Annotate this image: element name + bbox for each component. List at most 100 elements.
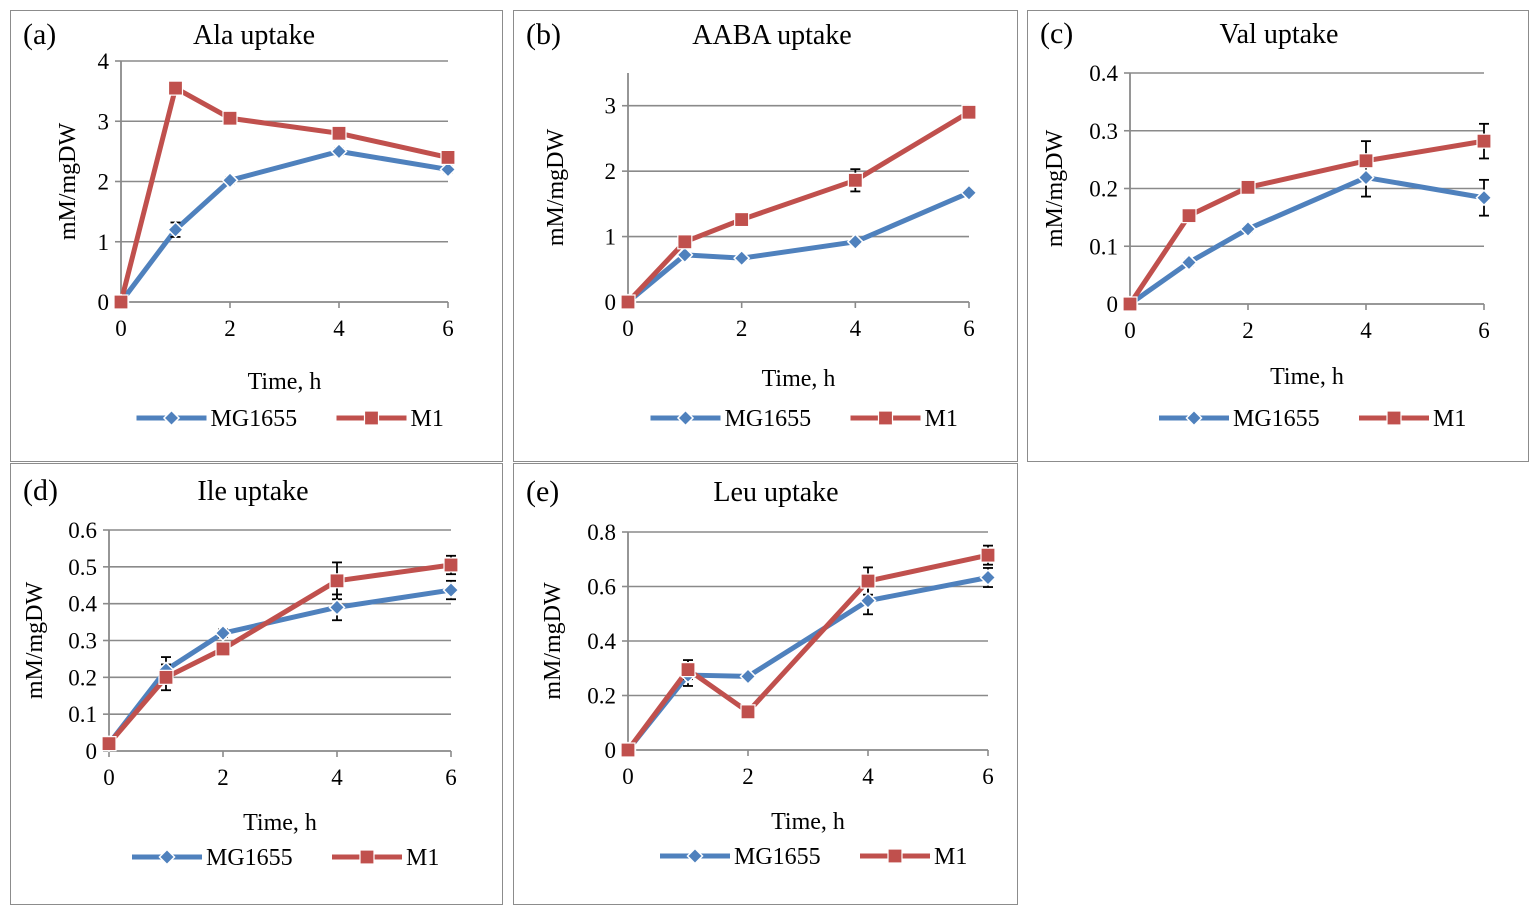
data-point-m1 — [113, 294, 129, 310]
legend-marker — [877, 410, 894, 426]
y-tick-label: 0.6 — [68, 518, 97, 543]
data-point-m1 — [1240, 179, 1256, 195]
legend-marker — [887, 848, 903, 864]
y-tick-label: 0.1 — [68, 702, 97, 727]
data-point-mg1655 — [1357, 168, 1375, 187]
x-tick-label: 4 — [862, 764, 874, 789]
y-axis-label: mM/mgDW — [543, 128, 569, 246]
chart-panel-leu: (e) Leu uptake 0 0.2 0.4 0.6 0.8 0 2 4 6 Time, h mM/… — [513, 463, 1018, 905]
x-tick-label: 6 — [963, 316, 975, 341]
data-point-m1 — [329, 573, 345, 589]
data-point-m1 — [440, 149, 456, 165]
x-tick-label: 6 — [442, 316, 454, 341]
chart-svg: (a) Ala uptake 0 1 2 3 4 0 2 4 6 Time, h mM/mgDW MG16… — [23, 18, 457, 432]
chart-panel-aaba: (b) AABA uptake 0 1 2 3 0 2 4 6 Time, h mM/mgDW MG16… — [513, 10, 1018, 462]
x-tick-label: 2 — [742, 764, 754, 789]
y-tick-label: 0.4 — [1089, 61, 1118, 86]
x-tick-label: 0 — [103, 765, 115, 790]
x-tick-label: 4 — [331, 765, 343, 790]
legend-item-m1: M1 — [1359, 406, 1466, 432]
data-point-m1 — [620, 294, 636, 310]
legend-label: M1 — [925, 406, 958, 432]
legend-item-m1: M1 — [860, 844, 967, 870]
x-tick-label: 6 — [982, 764, 994, 789]
chart-title: Ile uptake — [197, 476, 308, 507]
data-point-mg1655 — [979, 568, 997, 587]
x-tick-label: 2 — [217, 765, 229, 790]
legend-marker — [162, 409, 181, 427]
legend-label: M1 — [406, 845, 439, 871]
y-tick-label: 0 — [1107, 292, 1119, 317]
legend-label: MG1655 — [211, 406, 298, 432]
x-axis-label: Time, h — [243, 810, 317, 836]
y-tick-label: 0.3 — [68, 629, 97, 654]
y-axis-label: mM/mgDW — [55, 122, 81, 240]
chart-title: Ala uptake — [193, 20, 315, 51]
data-point-mg1655 — [439, 160, 457, 179]
x-axis-label: Time, h — [762, 366, 836, 392]
legend-label: MG1655 — [1233, 406, 1320, 432]
chart-svg: (c) Val uptake 0 0.1 0.2 0.3 0.4 0 2 4 6 Time, h mM/… — [1040, 17, 1493, 432]
data-point-mg1655 — [859, 592, 877, 610]
x-tick-label: 0 — [622, 316, 634, 341]
data-point-m1 — [1181, 208, 1197, 224]
y-tick-label: 0.5 — [68, 555, 97, 580]
x-tick-label: 4 — [1360, 318, 1372, 343]
data-point-mg1655 — [330, 142, 348, 160]
data-point-mg1655 — [442, 581, 460, 599]
data-point-mg1655 — [328, 598, 346, 616]
x-axis-label: Time, h — [771, 809, 845, 835]
x-tick-label: 2 — [736, 316, 748, 341]
chart-svg: (e) Leu uptake 0 0.2 0.4 0.6 0.8 0 2 4 6 Time, h mM/… — [526, 475, 997, 870]
data-point-mg1655 — [960, 184, 978, 202]
y-tick-label: 0.2 — [587, 684, 616, 709]
legend-item-mg1655: MG1655 — [136, 406, 298, 432]
x-tick-label: 0 — [1124, 318, 1136, 343]
y-tick-label: 0.8 — [587, 520, 616, 545]
data-point-m1 — [980, 547, 996, 563]
data-point-m1 — [222, 110, 238, 126]
legend-label: M1 — [934, 844, 967, 870]
legend-marker — [359, 849, 375, 865]
y-tick-label: 3 — [98, 109, 110, 134]
data-point-m1 — [158, 669, 174, 685]
panel-label: (a) — [23, 18, 56, 51]
panel-label: (c) — [1040, 17, 1073, 50]
data-point-m1 — [734, 211, 750, 228]
data-point-m1 — [680, 662, 696, 678]
y-tick-label: 0.1 — [1089, 234, 1118, 259]
data-point-mg1655 — [166, 221, 185, 239]
data-point-mg1655 — [1239, 220, 1257, 238]
series-line-mg1655 — [1128, 175, 1485, 307]
y-tick-label: 1 — [98, 230, 110, 255]
y-tick-label: 0.4 — [587, 629, 616, 654]
y-tick-label: 3 — [605, 94, 617, 119]
y-tick-label: 4 — [98, 49, 110, 74]
legend-marker — [1386, 410, 1402, 426]
y-tick-label: 0.2 — [68, 665, 97, 690]
data-point-m1 — [677, 234, 693, 250]
x-axis-label: Time, h — [1270, 364, 1344, 390]
legend-item-mg1655: MG1655 — [650, 406, 811, 432]
x-tick-label: 6 — [1478, 318, 1490, 343]
legend-label: M1 — [411, 406, 444, 432]
y-tick-label: 2 — [605, 159, 617, 184]
data-point-mg1655 — [221, 171, 239, 189]
legend-label: MG1655 — [206, 845, 293, 871]
y-tick-label: 0 — [98, 290, 110, 315]
x-tick-label: 4 — [333, 316, 345, 341]
panel-label: (d) — [23, 474, 58, 507]
data-point-m1 — [860, 573, 876, 589]
legend-marker — [363, 410, 380, 426]
panel-label: (e) — [526, 475, 559, 508]
data-point-mg1655 — [733, 249, 751, 267]
data-point-mg1655 — [739, 667, 757, 685]
y-axis-label: mM/mgDW — [1042, 129, 1068, 247]
data-point-mg1655 — [1475, 189, 1493, 207]
chart-panel-ile: (d) Ile uptake 0 0.1 0.2 0.3 0.4 0.5 0.6 0 2 4 6 Time… — [10, 463, 503, 905]
legend-item-m1: M1 — [332, 845, 439, 871]
chart-svg: (b) AABA uptake 0 1 2 3 0 2 4 6 Time, h mM/mgDW MG16… — [526, 18, 978, 432]
y-tick-label: 0.2 — [1089, 177, 1118, 202]
data-point-mg1655 — [214, 624, 232, 642]
y-tick-label: 0 — [86, 739, 98, 764]
